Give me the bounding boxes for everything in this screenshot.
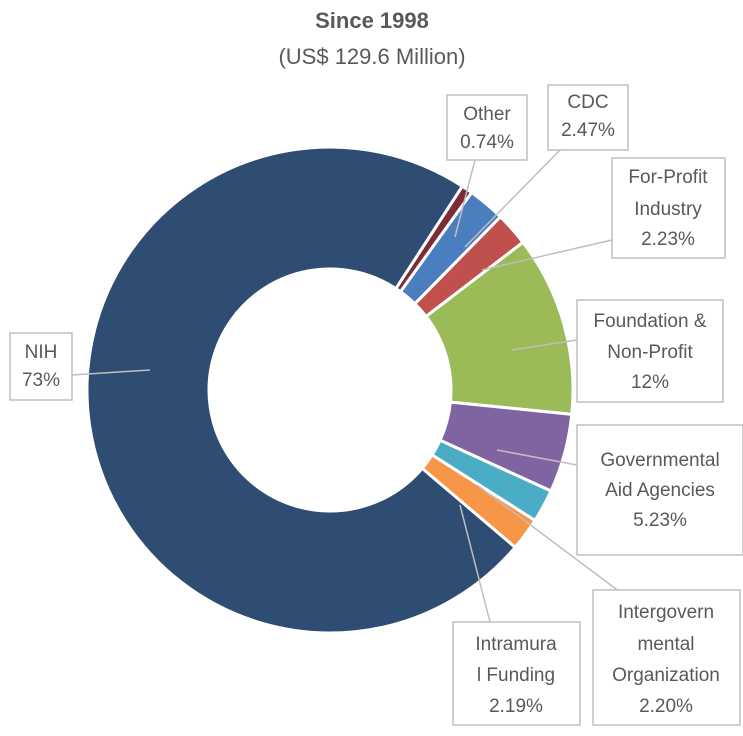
label-box (576, 424, 743, 556)
label-line: Organization (612, 665, 720, 686)
value-label: 2.19% (489, 696, 543, 717)
label-line: Intramura (475, 634, 557, 655)
leader-line (476, 484, 621, 593)
leader-line (511, 339, 578, 351)
label-line: Industry (634, 199, 702, 220)
label-box (592, 589, 741, 726)
value-label: 2.23% (641, 229, 695, 250)
label-box (547, 84, 629, 151)
category-label: Foundation & Non-Profit (593, 311, 706, 363)
value-label: 2.20% (639, 696, 693, 717)
leader-line (481, 239, 613, 271)
value-label: 73% (22, 370, 60, 391)
leader-line (464, 149, 561, 248)
label-box (9, 332, 73, 401)
category-label: For-Profit Industry (628, 167, 708, 220)
chart-subtitle: (US$ 129.6 Million) (278, 44, 465, 69)
label-line: Other (463, 104, 511, 125)
label-line: Aid Agencies (605, 480, 715, 501)
label-line: For-Profit (628, 167, 708, 188)
category-label: Other (463, 104, 511, 125)
leader-line (459, 504, 491, 623)
label-box (446, 94, 528, 161)
value-label: 2.47% (561, 120, 615, 141)
label-line: Intergovern (618, 602, 714, 623)
category-label: CDC (567, 92, 608, 113)
label-line: Non-Profit (607, 342, 693, 363)
label-box (576, 299, 724, 403)
leader-line (71, 369, 151, 376)
label-line: NIH (25, 342, 58, 363)
category-label: Governmental Aid Agencies (600, 450, 719, 501)
value-label: 5.23% (633, 510, 687, 531)
donut-segment (423, 240, 575, 416)
value-label: 0.74% (460, 132, 514, 153)
label-box (452, 621, 581, 726)
category-label: Intergovern mental Organization (612, 602, 720, 686)
label-line: l Funding (477, 665, 555, 686)
label-box (611, 157, 726, 259)
category-label: Intramura l Funding (475, 634, 557, 686)
chart-title: Since 1998 (315, 8, 429, 33)
category-label: NIH (25, 342, 58, 363)
label-line: Foundation & (593, 311, 706, 332)
leader-line (496, 449, 578, 466)
donut-segment (85, 145, 518, 635)
label-line: Governmental (600, 450, 719, 471)
label-line: mental (637, 634, 694, 655)
value-label: 12% (631, 372, 669, 393)
label-line: CDC (567, 92, 608, 113)
leader-line (454, 159, 476, 238)
